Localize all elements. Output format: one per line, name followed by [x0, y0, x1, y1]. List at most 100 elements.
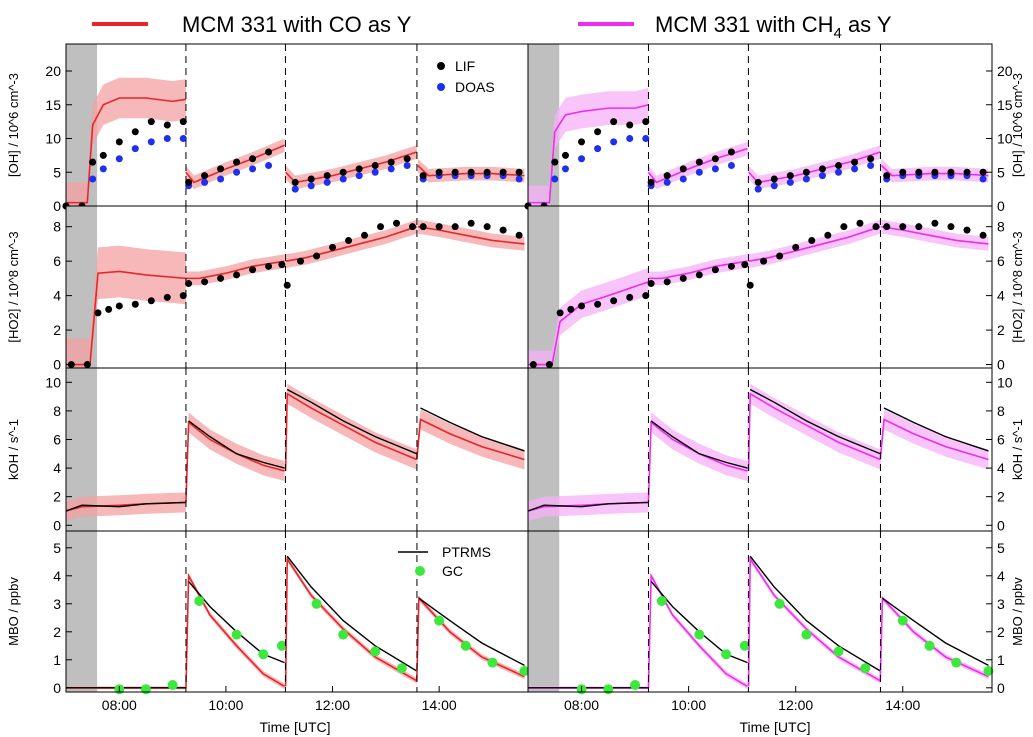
lif-point: [499, 168, 507, 176]
model-uncertainty-band: [528, 268, 649, 368]
model-line: [284, 556, 418, 687]
doas-point: [578, 155, 586, 163]
doas-point: [403, 162, 411, 169]
doas-point: [835, 168, 843, 176]
lif-point: [409, 223, 416, 231]
gc-point: [630, 680, 641, 690]
model-line: [648, 260, 748, 280]
dark-period-shading: [66, 531, 98, 692]
lif-point: [345, 236, 353, 244]
doas-point: [594, 145, 602, 153]
y-axis-title: MBO / ppbv: [6, 577, 21, 646]
model-uncertainty-band: [66, 77, 186, 206]
lif-point: [851, 158, 859, 166]
lif-point: [83, 361, 91, 369]
lif-point: [642, 292, 650, 300]
doas-point: [233, 168, 241, 176]
gc-point: [338, 629, 349, 640]
y-tick-label: 10: [45, 374, 61, 390]
lif-point: [307, 175, 315, 183]
lif-point: [515, 231, 523, 239]
y-tick-label: 2: [53, 322, 61, 338]
gc-point: [487, 657, 498, 668]
gc-point: [258, 649, 269, 660]
y-tick-label: 3: [997, 596, 1005, 612]
lif-point: [931, 219, 939, 227]
lif-point: [249, 155, 257, 163]
legend-label-co: MCM 331 with CO as Y: [182, 12, 412, 37]
observed-line: [286, 388, 418, 455]
model-uncertainty-band: [648, 254, 748, 286]
observed-line: [65, 501, 186, 512]
lif-point: [610, 118, 618, 126]
lif-point: [746, 281, 754, 289]
x-tick-label: 14:00: [422, 697, 457, 713]
lif-point: [824, 231, 832, 239]
doas-point: [131, 145, 139, 153]
doas-point: [339, 175, 347, 183]
model-line: [879, 596, 989, 681]
gc-point: [603, 684, 614, 695]
y-tick-label: 20: [45, 63, 61, 79]
model-uncertainty-band: [648, 412, 748, 513]
lif-point: [249, 266, 257, 274]
y-tick-label: 5: [53, 540, 61, 556]
model-uncertainty-band: [185, 573, 285, 691]
observed-line: [527, 501, 649, 512]
panel-frame: [527, 530, 993, 693]
lif-point: [818, 165, 826, 173]
y-tick-label: 6: [997, 431, 1005, 447]
lif-point: [278, 261, 286, 269]
gc-point: [656, 596, 667, 606]
lif-point: [179, 118, 187, 126]
x-tick-label: 10:00: [208, 697, 243, 713]
lif-point: [626, 121, 634, 129]
x-tick-label: 12:00: [315, 697, 350, 713]
model-line: [879, 418, 989, 461]
legend-lif-label: LIF: [455, 58, 475, 74]
observed-line: [749, 388, 881, 455]
model-uncertainty-band: [285, 219, 417, 269]
y-axis-title: [OH] / 10^6 cm^-3: [1010, 73, 1025, 177]
lif-point: [776, 252, 784, 260]
lif-point: [265, 262, 273, 270]
lif-point: [94, 309, 102, 317]
doas-point: [818, 172, 826, 180]
model-uncertainty-band: [748, 556, 881, 690]
lif-point: [711, 155, 719, 163]
doas-point: [249, 165, 257, 173]
lif-point: [371, 162, 379, 169]
lif-point: [786, 172, 794, 180]
legend-lif-marker: [437, 62, 445, 70]
y-tick-label: 2: [53, 489, 61, 505]
lif-point: [435, 223, 443, 231]
lif-point: [899, 223, 907, 231]
lif-point: [283, 281, 291, 289]
y-tick-label: 15: [45, 97, 61, 113]
y-tick-label: 0: [53, 680, 61, 696]
model-line: [647, 147, 748, 184]
gc-point: [897, 615, 908, 626]
lif-point: [883, 172, 891, 180]
y-tick-label: 4: [997, 460, 1005, 476]
model-uncertainty-band: [748, 383, 881, 481]
y-tick-label: 4: [53, 288, 61, 304]
lif-point: [163, 121, 171, 129]
doas-point: [770, 182, 778, 190]
gc-point: [434, 615, 445, 626]
gc-point: [983, 666, 994, 676]
y-tick-label: 6: [53, 431, 61, 447]
doas-point: [754, 185, 762, 193]
lif-point: [179, 292, 187, 300]
lif-point: [147, 118, 155, 126]
panel-mbo-ch4: 0 1 2 3 4 5 MBO / ppbv 08:00 10:00 12:00 14:00: [527, 530, 1025, 713]
y-tick-label: 0: [997, 198, 1005, 214]
lif-point: [115, 302, 123, 310]
lif-point: [201, 172, 209, 180]
model-line: [185, 572, 285, 688]
observed-line: [749, 555, 881, 672]
gc-point: [167, 680, 178, 690]
y-tick-label: 5: [53, 164, 61, 180]
y-tick-label: 20: [997, 63, 1013, 79]
lif-point: [131, 128, 139, 136]
